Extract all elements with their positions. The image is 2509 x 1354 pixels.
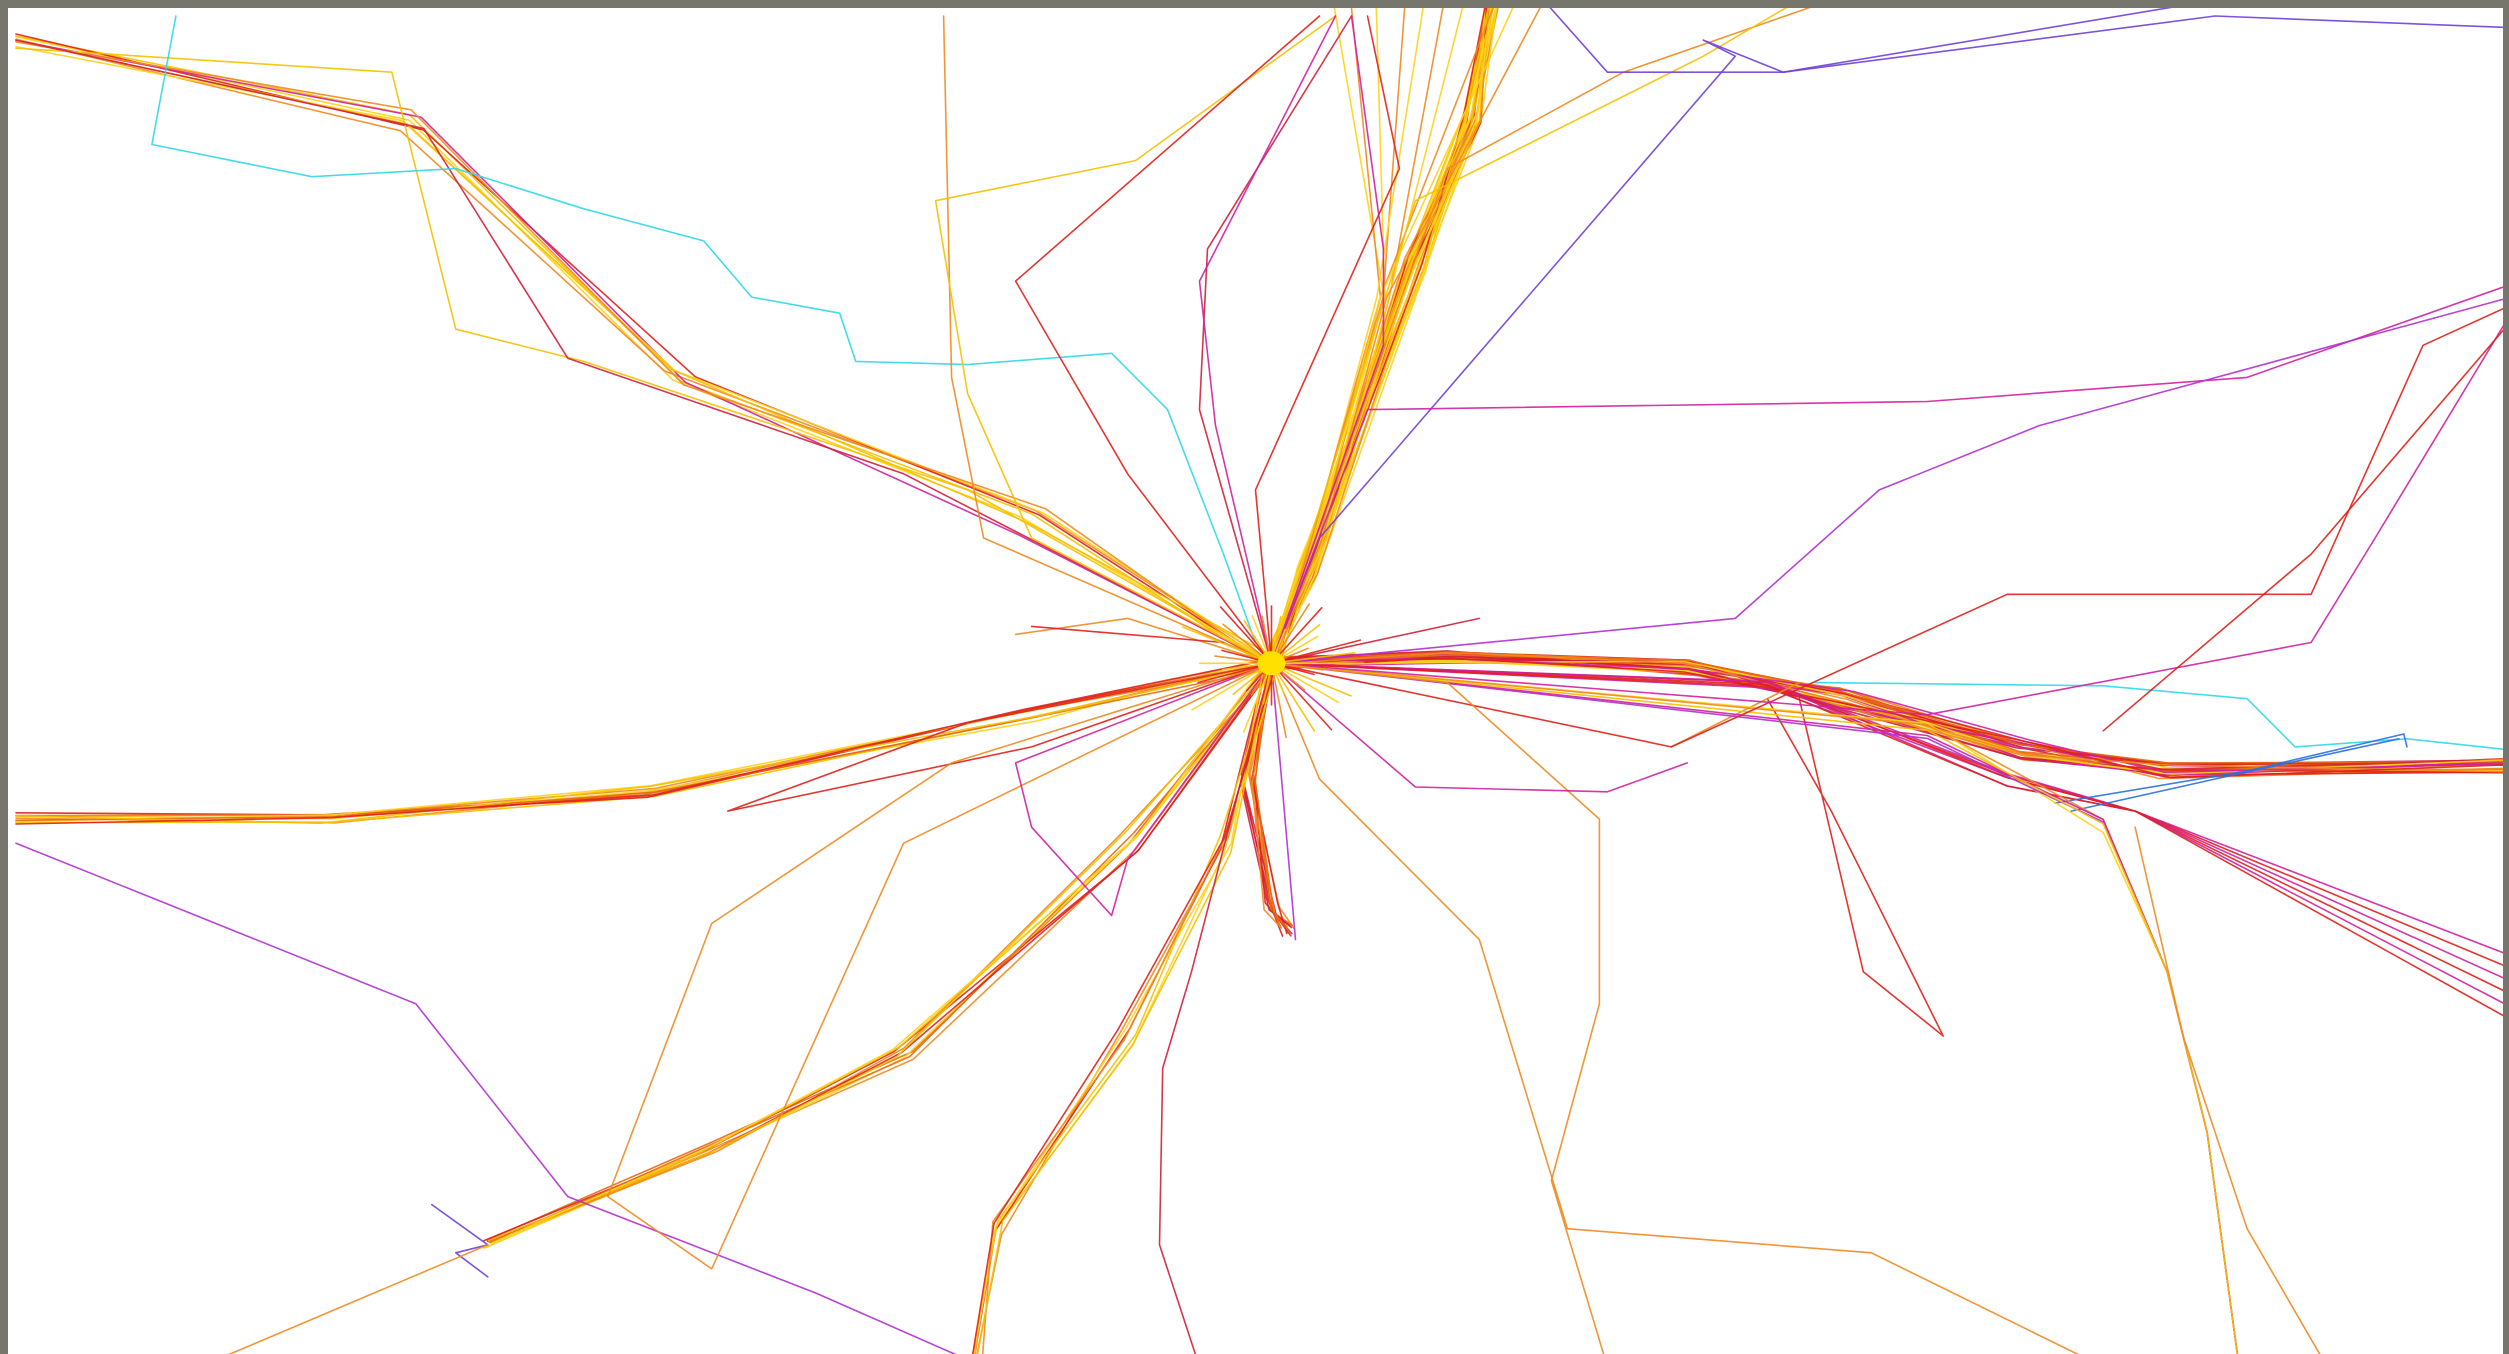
- track-east-south: [1270, 662, 2503, 1017]
- track-north-vertical: [1254, 15, 1401, 665]
- track-north-west-cyan: [151, 15, 1257, 644]
- track-west: [15, 662, 1269, 816]
- track-north-east-high: [1270, 298, 2503, 665]
- track-north: [1271, 8, 1541, 660]
- hub-ray: [1191, 662, 1273, 711]
- track-east: [1271, 654, 2503, 764]
- track-west: [1030, 625, 1225, 644]
- track-north-east-high: [1270, 324, 2503, 716]
- hub-ray: [1270, 662, 1287, 739]
- track-north-east: [1270, 8, 2173, 665]
- track-north-east: [1270, 8, 1788, 665]
- track-south-east-wide: [1270, 662, 2079, 1354]
- track-south-west-loop: [1014, 662, 1273, 917]
- flight-tracks-layer: [15, 8, 2503, 1354]
- track-north-east: [1549, 8, 2503, 73]
- track-east-short: [1270, 662, 1689, 793]
- hub-ray: [1181, 626, 1273, 665]
- map-canvas[interactable]: [8, 8, 2503, 1354]
- track-north-vertical: [1198, 15, 1337, 665]
- track-east: [1270, 656, 2503, 779]
- track-south-west: [483, 666, 1274, 1242]
- track-south-west-purple: [15, 842, 957, 1354]
- track-north-vertical: [1198, 15, 1353, 665]
- track-north-west: [15, 35, 1279, 667]
- track-south-south-west: [974, 666, 1267, 1354]
- track-north-vertical: [1014, 15, 1321, 665]
- track-north-vertical: [942, 15, 1273, 665]
- track-south-south-west: [973, 663, 1278, 1354]
- track-north-east-high: [2102, 329, 2503, 732]
- track-east-cyan: [1814, 681, 2503, 751]
- track-south-east: [2134, 826, 2321, 1354]
- track-south-west: [228, 1244, 489, 1354]
- track-south-west: [489, 664, 1276, 1244]
- track-west-loop: [726, 662, 1273, 812]
- track-west: [15, 668, 1269, 822]
- track-north-west: [15, 38, 1271, 662]
- track-north-west: [15, 39, 1275, 666]
- track-east: [1275, 651, 2503, 773]
- track-south-west-loop: [606, 662, 1273, 1270]
- hub-ray: [1270, 639, 1362, 665]
- track-east-blue: [2054, 733, 2408, 804]
- hub-ray: [1270, 662, 1352, 697]
- track-south-west: [486, 663, 1268, 1241]
- track-south-east-wide: [1270, 662, 1605, 1354]
- track-east: [1271, 660, 2503, 775]
- track-north-west: [15, 39, 1279, 660]
- track-south-west: [491, 658, 1270, 1244]
- track-south-west: [487, 659, 1278, 1242]
- track-south: [1251, 657, 1283, 929]
- hub-ray: [1270, 662, 1316, 732]
- track-north-east-high: [1270, 286, 2503, 665]
- track-south: [1158, 662, 1273, 1354]
- track-north-east: [1270, 8, 1811, 665]
- track-south-south-west: [976, 665, 1268, 1354]
- track-west: [15, 661, 1279, 825]
- track-west: [15, 657, 1276, 825]
- track-west: [1014, 617, 1273, 665]
- track-east-south: [1270, 662, 2503, 967]
- track-west: [15, 665, 1274, 817]
- track-north-vertical: [934, 15, 1337, 665]
- track-north-east-high: [1270, 307, 2503, 748]
- track-north-vertical: [1270, 15, 1385, 665]
- track-south-west: [482, 663, 1277, 1249]
- track-north-west: [15, 41, 1269, 666]
- track-north: [1276, 8, 1385, 669]
- hub-ray: [1242, 662, 1273, 733]
- track-south-east: [1270, 662, 2239, 1354]
- track-west: [15, 662, 1277, 824]
- airport-hub-marker[interactable]: [1257, 651, 1286, 676]
- track-north: [1265, 8, 1514, 666]
- track-north: [1269, 8, 1444, 667]
- track-east-short: [1270, 617, 1481, 665]
- track-north-west: [15, 35, 1267, 667]
- track-east-blue: [2070, 737, 2400, 812]
- track-south: [1270, 662, 1297, 941]
- track-north-west: [15, 47, 1273, 665]
- hub-ray: [1270, 662, 1333, 731]
- track-north-west: [15, 39, 1273, 665]
- track-south-west: [488, 665, 1278, 1243]
- track-north-west: [15, 45, 1269, 661]
- track-south-south-west: [981, 663, 1275, 1354]
- track-north: [1264, 8, 1424, 666]
- track-east-loop: [1766, 697, 1944, 1037]
- track-south-south-west: [976, 668, 1270, 1354]
- track-south-south-west: [972, 658, 1278, 1354]
- track-south-west-end: [430, 1203, 489, 1278]
- track-south-south-west: [973, 656, 1267, 1354]
